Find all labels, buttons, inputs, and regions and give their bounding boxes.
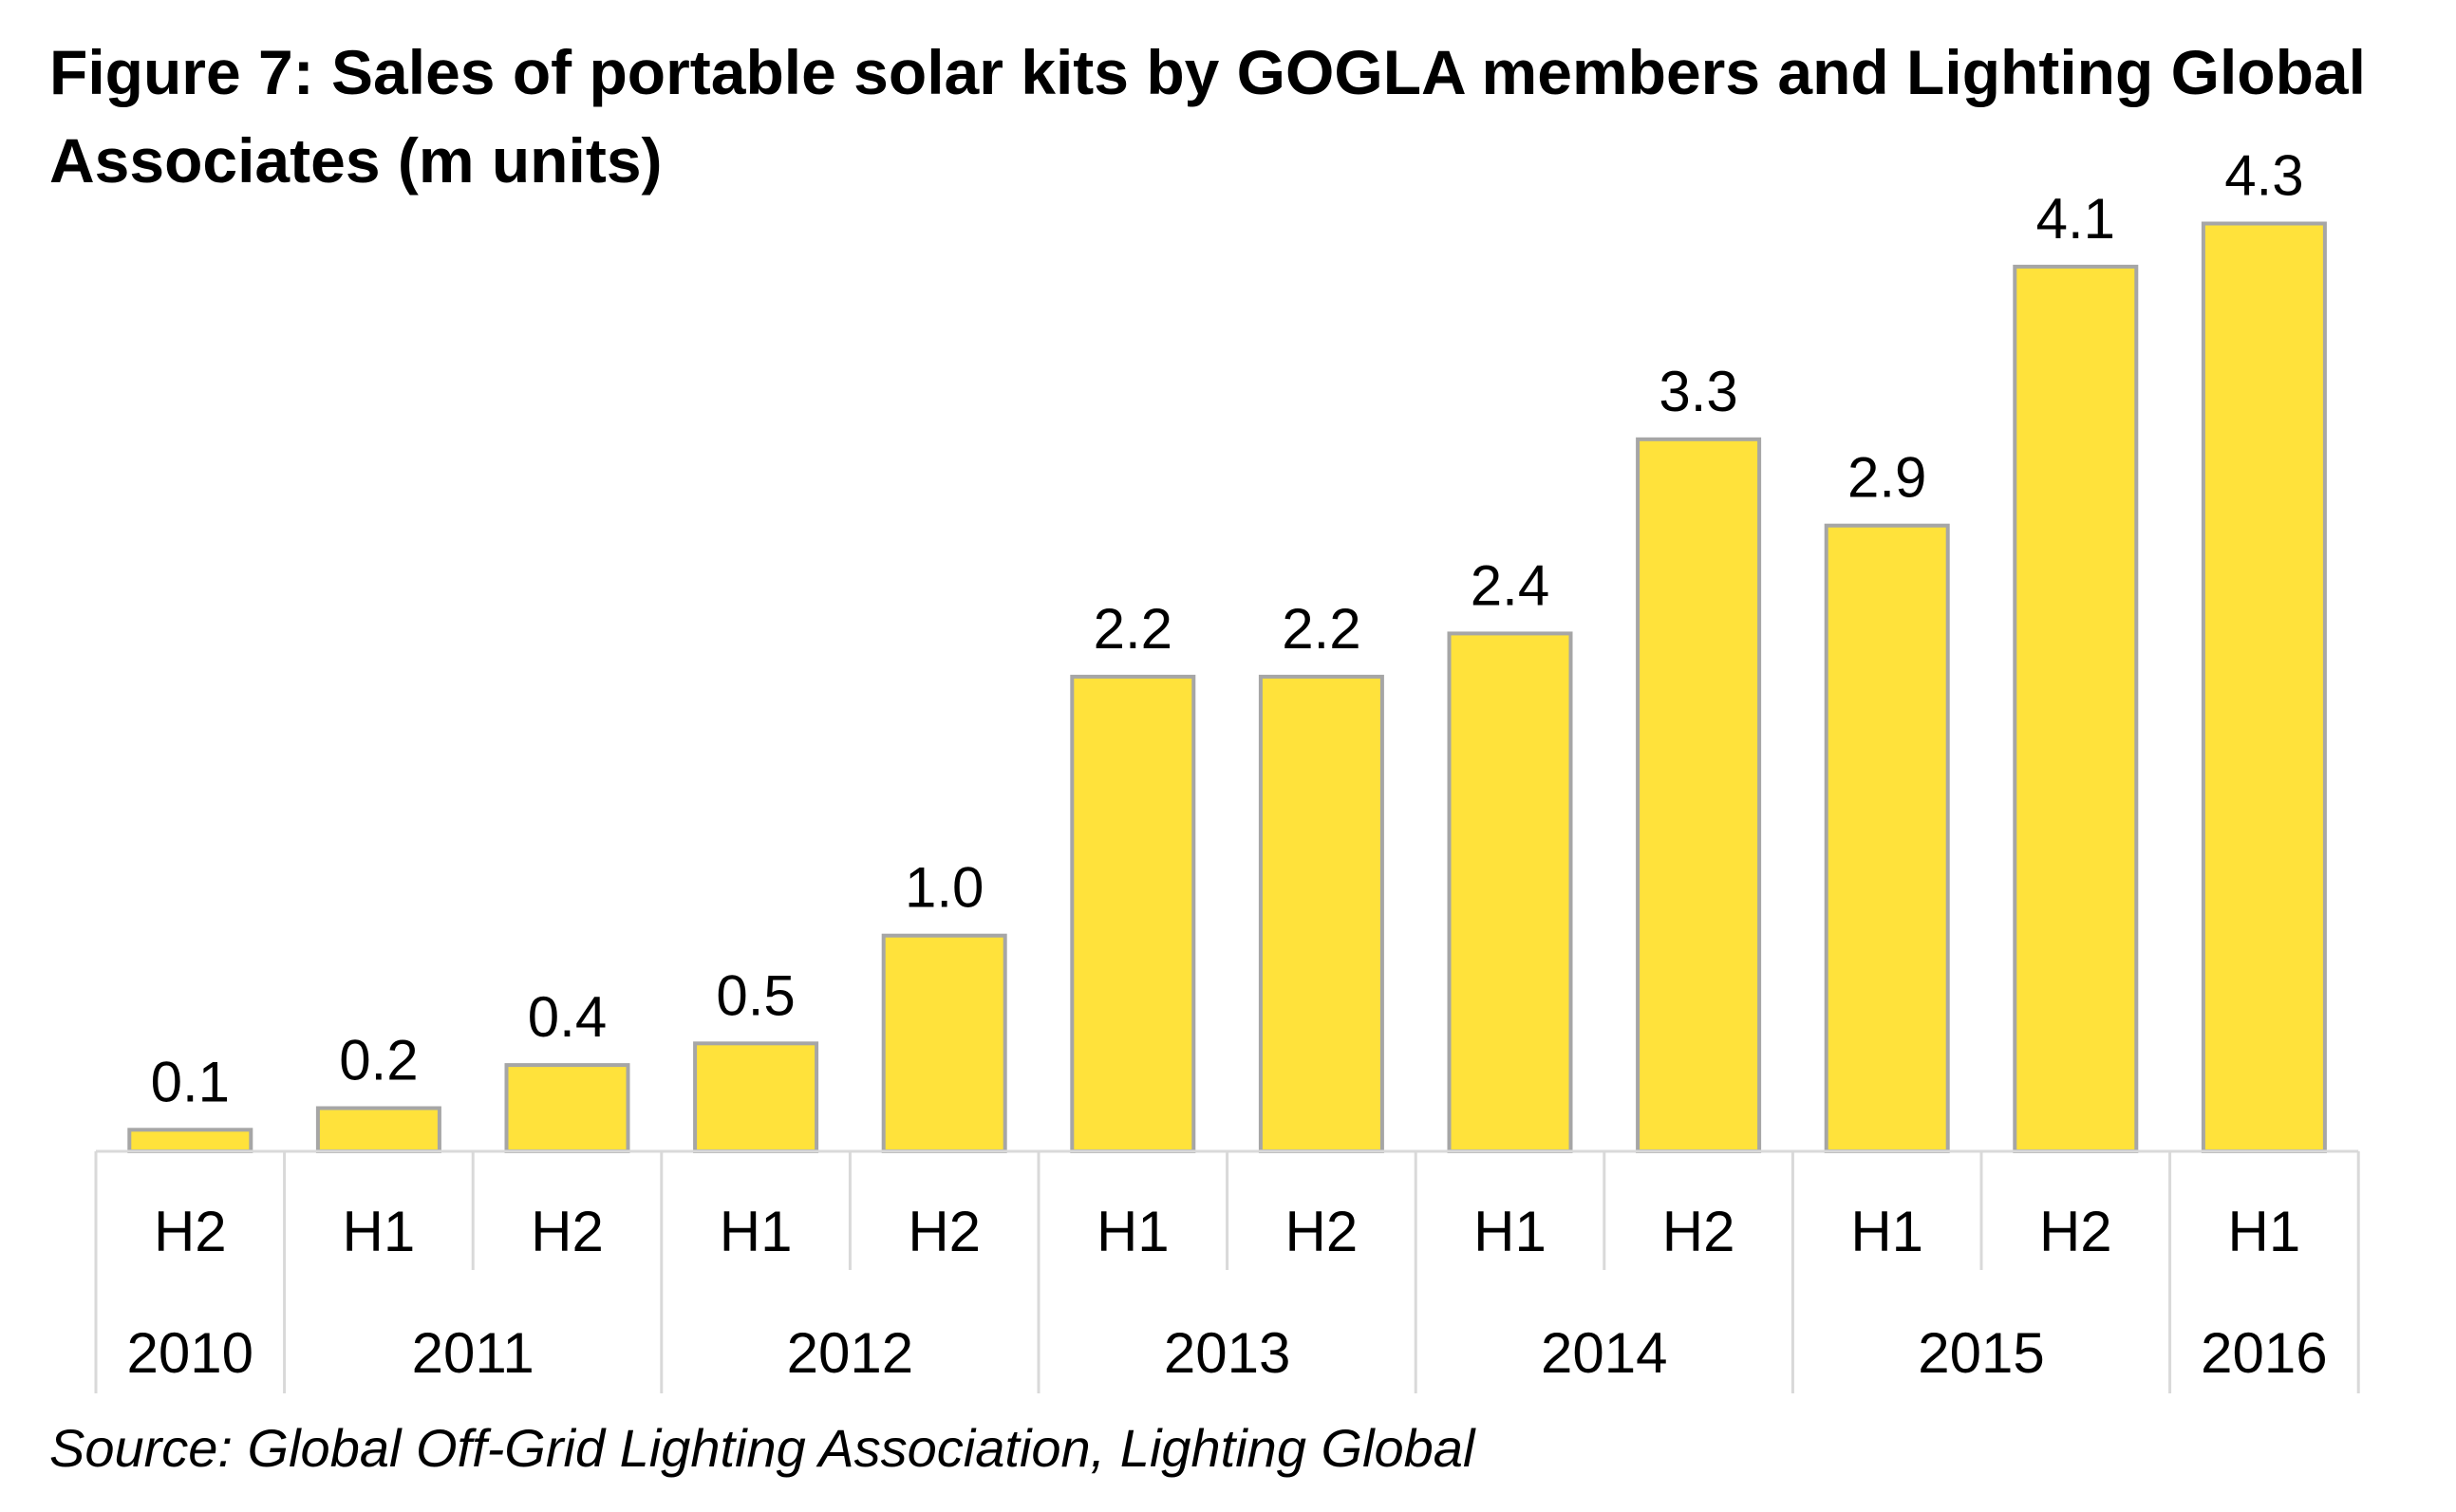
data-label-8: 3.3 (1659, 360, 1737, 423)
year-label-1: 2011 (412, 1321, 534, 1385)
data-label-6: 2.2 (1282, 597, 1360, 661)
data-label-7: 2.4 (1471, 553, 1549, 617)
bar-0 (127, 1128, 253, 1154)
category-label-0: H2 (154, 1200, 227, 1263)
year-label-0: 2010 (127, 1321, 253, 1385)
category-label-9: H1 (1850, 1200, 1923, 1263)
bar-1 (315, 1106, 441, 1153)
bars (127, 221, 2327, 1154)
year-label-5: 2015 (1918, 1321, 2044, 1385)
bar-8 (1636, 437, 1762, 1153)
data-label-2: 0.4 (528, 985, 607, 1049)
category-label-3: H1 (720, 1200, 793, 1263)
bar-4 (881, 933, 1007, 1154)
source-note: Source: Global Off-Grid Lighting Associa… (49, 1418, 1475, 1478)
year-label-3: 2013 (1164, 1321, 1290, 1385)
chart-title: Figure 7: Sales of portable solar kits b… (49, 37, 2366, 196)
category-label-8: H2 (1662, 1200, 1735, 1263)
data-label-0: 0.1 (151, 1050, 230, 1113)
bar-10 (2013, 264, 2139, 1153)
bar-11 (2201, 221, 2327, 1153)
data-label-1: 0.2 (339, 1029, 418, 1092)
data-label-10: 4.1 (2036, 187, 2115, 251)
year-label-6: 2016 (2201, 1321, 2327, 1385)
year-label-4: 2014 (1541, 1321, 1667, 1385)
category-label-2: H2 (531, 1200, 604, 1263)
bar-5 (1070, 674, 1196, 1154)
data-label-3: 0.5 (716, 963, 795, 1027)
bar-3 (693, 1041, 819, 1154)
data-labels: 0.1 0.2 0.4 0.5 1.0 2.2 2.2 2.4 3.3 2.9 4.1 4.3 (151, 144, 2304, 1114)
category-label-4: H2 (908, 1200, 981, 1263)
bar-6 (1258, 674, 1384, 1154)
bar-7 (1447, 631, 1573, 1153)
data-label-5: 2.2 (1094, 597, 1172, 661)
category-label-5: H1 (1097, 1200, 1170, 1263)
data-label-9: 2.9 (1847, 446, 1926, 510)
category-label-6: H2 (1285, 1200, 1359, 1263)
bar-9 (1824, 523, 1950, 1153)
category-label-11: H1 (2228, 1200, 2301, 1263)
bar-2 (504, 1063, 630, 1153)
data-label-4: 1.0 (905, 856, 984, 920)
category-axis: H2 H1 H2 H1 H2 H1 H2 H1 H2 H1 H2 H1 2010 2011 2012 2013… (94, 1149, 2360, 1393)
year-label-2: 2012 (787, 1321, 913, 1385)
data-label-11: 4.3 (2224, 144, 2303, 208)
category-label-10: H2 (2039, 1200, 2112, 1263)
category-label-7: H1 (1473, 1200, 1547, 1263)
category-label-1: H1 (343, 1200, 416, 1263)
